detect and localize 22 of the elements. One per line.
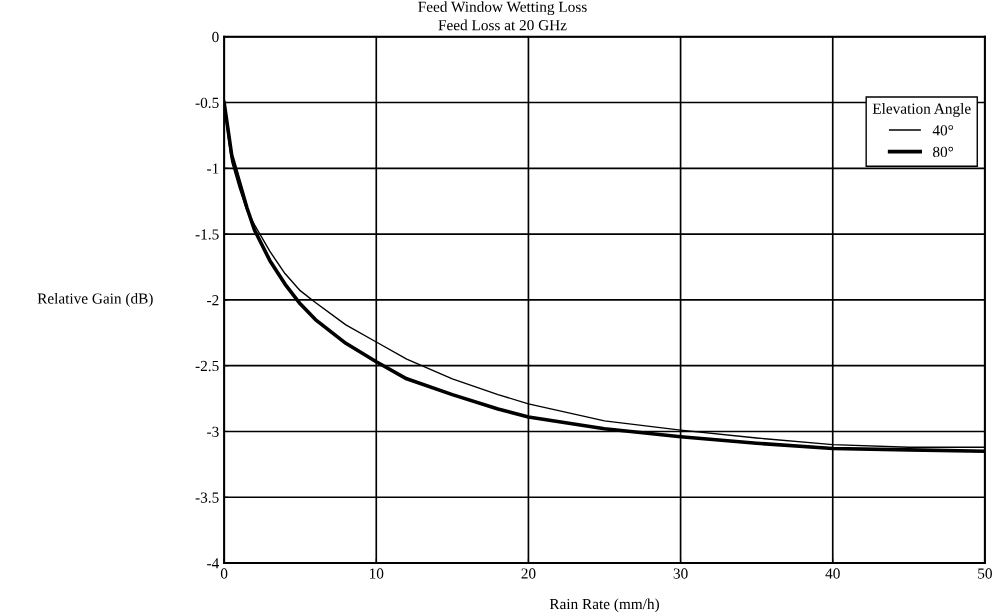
- x-axis-title: Rain Rate (mm/h): [549, 598, 659, 612]
- x-tick-label: 30: [673, 568, 688, 579]
- y-tick-label: -2: [207, 295, 219, 306]
- x-tick-label: 0: [220, 568, 228, 579]
- y-tick-label: 0: [212, 31, 219, 43]
- legend-label: 40°: [932, 125, 954, 136]
- y-tick-label: -3.5: [195, 492, 219, 503]
- y-tick-label: -0.5: [195, 97, 219, 109]
- x-tick-label: 20: [521, 568, 536, 579]
- x-tick-label: 10: [369, 568, 384, 579]
- y-tick-label: -2.5: [195, 360, 219, 372]
- y-axis-title: Relative Gain (dB): [37, 292, 153, 307]
- chart-subtitle: Feed Loss at 20 GHz: [438, 19, 567, 31]
- x-tick-label: 40: [825, 568, 840, 579]
- legend-title: Elevation Angle: [872, 103, 971, 117]
- chart-title: Feed Window Wetting Loss: [418, 1, 587, 16]
- y-tick-label: -4: [207, 558, 220, 569]
- legend-label: 80°: [933, 146, 954, 158]
- y-tick-label: -1.5: [195, 229, 219, 240]
- y-tick-label: -1: [207, 163, 219, 174]
- y-tick-label: -3: [207, 426, 219, 437]
- x-tick-label: 50: [978, 568, 992, 579]
